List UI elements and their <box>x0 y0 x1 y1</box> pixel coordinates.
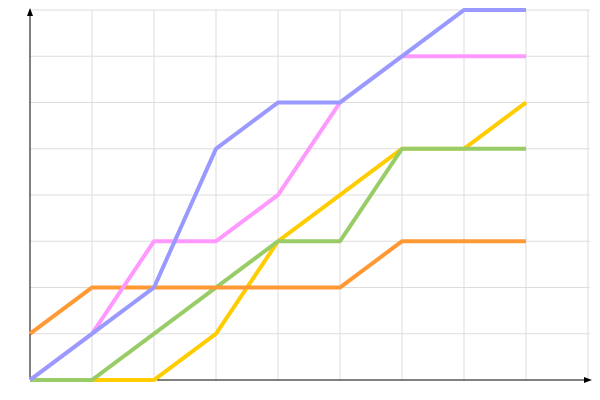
series-line-2 <box>28 239 526 336</box>
x-axis-arrow <box>584 377 592 383</box>
series-line-1 <box>30 146 526 382</box>
series-line-3 <box>28 54 526 382</box>
series-line-4 <box>28 8 526 382</box>
y-axis-arrow <box>27 8 33 16</box>
